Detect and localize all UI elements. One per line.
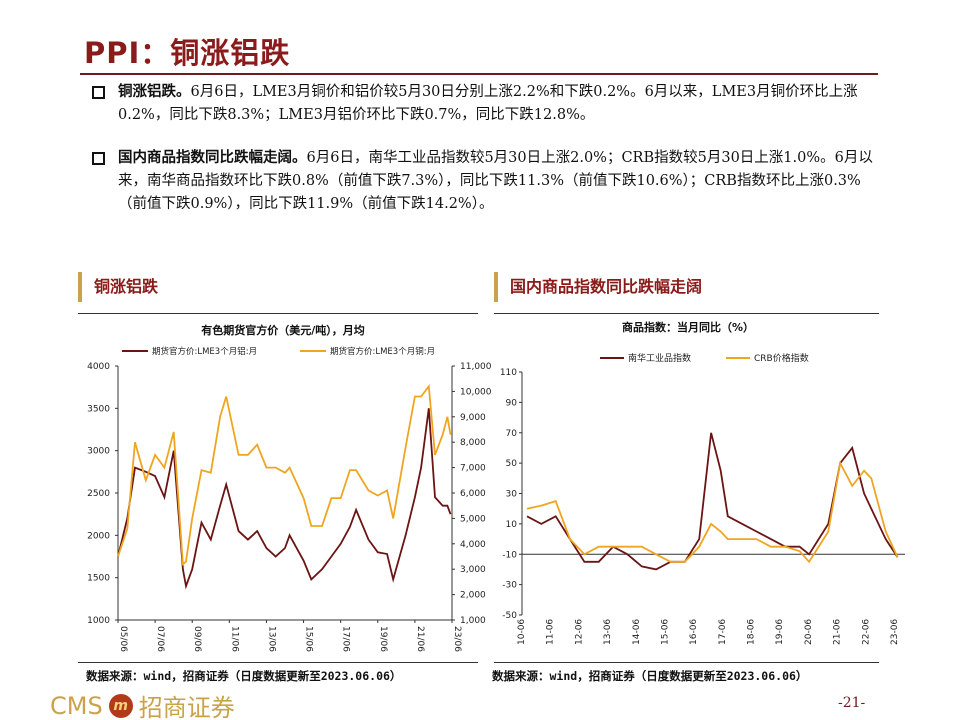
x-tick-label: 14-06 [632,619,642,645]
bullet-heading: 铜涨铝跌。 [118,83,191,100]
logo-latin: CMS [50,691,103,720]
section-header-left: 铜涨铝跌 [78,272,158,302]
x-tick-label: 05/06 [118,626,128,652]
section-header-right: 国内商品指数同比跌幅走阔 [494,272,702,302]
chart-divider [494,313,879,314]
source-note-right: 数据来源：wind，招商证券（日度数据更新至2023.06.06） [492,669,808,683]
x-tick-label: 23/06 [452,626,462,652]
chart-divider [78,313,478,314]
series-line-copper [117,383,452,566]
logo-cn: 招商证券 [138,694,235,720]
x-tick-label: 19/06 [378,626,388,652]
chart-divider [78,662,478,663]
cms-logo: CMS m 招商证券 [50,688,235,720]
x-tick-label: 11-06 [546,619,556,645]
x-tick-label: 10-06 [517,619,527,645]
x-tick-label: 21/06 [415,626,425,652]
legend-label: 南华工业品指数 [628,352,691,364]
bullet-commodity-index: 国内商品指数同比跌幅走阔。6月6日，南华工业品指数较5月30日上涨2.0%；CR… [92,146,882,216]
logo-mark-icon: m [108,693,133,718]
source-note-left: 数据来源：wind，招商证券（日度数据更新至2023.06.06） [86,669,402,683]
y-left-tick-label: 2500 [87,489,110,499]
y-left-tick-label: 1500 [87,574,110,584]
y-tick-label: 110 [500,368,517,378]
y-tick-label: 70 [506,429,518,439]
chart-title: 有色期货官方价（美元/吨），月均 [201,323,365,337]
bullet-body: 6月6日，LME3月铜价和铝价较5月30日分别上涨2.2%和下跌0.2%。6月以… [118,84,858,123]
series-line-nanhua [526,432,899,571]
x-tick-label: 21-06 [833,619,843,645]
y-tick-label: -50 [502,611,517,621]
y-tick-label: 30 [506,490,518,500]
y-left-tick-label: 1000 [87,616,110,626]
y-right-tick-label: 4,000 [460,540,486,550]
legend-label: 期货官方价:LME3个月铝:月 [152,346,257,357]
page-number: -21- [838,695,866,711]
x-tick-label: 23-06 [890,619,900,645]
x-tick-label: 13/06 [266,626,276,652]
x-tick-label: 18-06 [747,619,757,645]
y-right-tick-label: 9,000 [460,413,486,423]
x-tick-label: 12-06 [574,619,584,645]
y-right-tick-label: 6,000 [460,489,486,499]
x-tick-label: 20-06 [804,619,814,645]
x-tick-label: 19-06 [775,619,785,645]
y-left-tick-label: 3000 [87,447,110,457]
square-bullet-icon [92,152,105,165]
bullet-copper-aluminum: 铜涨铝跌。6月6日，LME3月铜价和铝价较5月30日分别上涨2.2%和下跌0.2… [92,80,882,127]
x-tick-label: 07/06 [155,626,165,652]
chart-divider [494,662,879,663]
y-tick-label: 90 [506,398,518,408]
square-bullet-icon [92,86,105,99]
y-right-tick-label: 10,000 [460,387,492,397]
chart-title: 商品指数：当月同比（%） [622,320,754,334]
x-tick-label: 13-06 [603,619,613,645]
y-tick-label: 50 [506,459,518,469]
x-tick-label: 17-06 [718,619,728,645]
y-right-tick-label: 1,000 [460,616,486,626]
x-tick-label: 22-06 [861,619,871,645]
y-left-tick-label: 3500 [87,404,110,414]
y-right-tick-label: 8,000 [460,438,486,448]
y-right-tick-label: 2,000 [460,591,486,601]
y-left-tick-label: 4000 [87,362,110,372]
bullet-body: 6月6日，南华工业品指数较5月30日上涨2.0%；CRB指数较5月30日上涨1.… [118,150,873,212]
y-tick-label: 10 [506,520,518,530]
y-tick-label: -30 [502,581,517,591]
x-tick-label: 17/06 [341,626,351,652]
title-divider [80,73,878,75]
x-tick-label: 09/06 [192,626,202,652]
y-right-tick-label: 11,000 [460,362,492,372]
page-title: PPI：铜涨铝跌 [84,36,291,70]
x-tick-label: 15-06 [660,619,670,645]
series-line-crb [526,460,899,564]
x-tick-label: 11/06 [229,626,239,652]
legend-label: 期货官方价:LME3个月铜:月 [330,346,435,357]
x-tick-label: 15/06 [304,626,314,652]
y-right-tick-label: 3,000 [460,565,486,575]
y-left-tick-label: 2000 [87,531,110,541]
bullet-heading: 国内商品指数同比跌幅走阔。 [118,149,307,166]
x-tick-label: 16-06 [689,619,699,645]
legend-label: CRB价格指数 [754,352,809,364]
y-tick-label: -10 [502,550,517,560]
y-right-tick-label: 5,000 [460,514,486,524]
y-right-tick-label: 7,000 [460,464,486,474]
